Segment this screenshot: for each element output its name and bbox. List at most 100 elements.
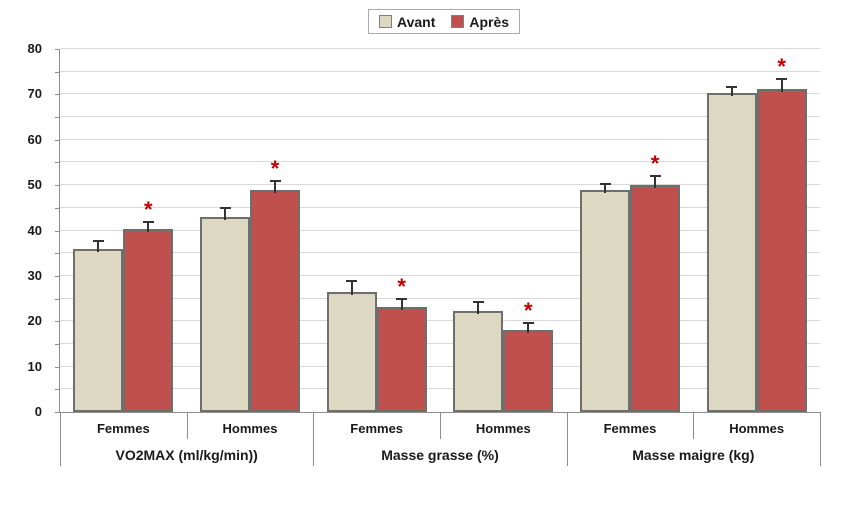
gridline: [60, 161, 820, 163]
significance-asterisk: *: [144, 196, 153, 222]
bar-apres-hommes: [503, 330, 554, 412]
avant-swatch-icon: [379, 15, 392, 28]
error-bar-cap: [346, 279, 358, 282]
bar-avant-hommes: [453, 311, 504, 412]
apres-swatch-icon: [451, 15, 465, 28]
error-bar-line: [147, 222, 150, 233]
category-label: Femmes: [603, 421, 657, 436]
y-axis-tick: [55, 71, 59, 73]
bar-apres-hommes: [250, 189, 300, 412]
error-bar-cap: [142, 220, 154, 223]
x-axis-line: [55, 412, 820, 413]
significance-asterisk: *: [270, 156, 280, 182]
y-axis-tick: [55, 94, 59, 96]
gridline: [60, 229, 820, 231]
y-axis-tick: [55, 298, 59, 300]
group-separator: [313, 412, 315, 466]
y-axis-tick-label: 70: [27, 86, 42, 102]
bar-avant-femmes: [580, 189, 630, 412]
significance-asterisk: *: [524, 297, 533, 323]
y-axis-tick-label: 80: [27, 41, 42, 56]
category-separator: [186, 412, 188, 439]
gridline: [60, 274, 820, 276]
gridline: [60, 320, 820, 322]
error-bar-cap: [219, 206, 231, 209]
group-separator: [60, 412, 61, 466]
y-axis-tick-label: 50: [27, 177, 42, 193]
error-bar-line: [654, 176, 656, 189]
y-axis-tick: [55, 185, 59, 187]
y-axis-tick: [55, 343, 59, 345]
bar-apres-femmes: [376, 306, 427, 412]
y-axis-tick-label: 10: [27, 358, 42, 374]
y-axis-tick: [55, 230, 59, 232]
category-label: Hommes: [222, 421, 278, 436]
error-bar-line: [400, 300, 403, 310]
significance-asterisk: *: [777, 53, 786, 79]
y-axis-tick: [55, 275, 59, 277]
group-separator: [820, 412, 821, 466]
error-bar-cap: [522, 321, 534, 324]
error-bar-cap: [396, 298, 408, 301]
y-axis-tick-label: 30: [27, 267, 42, 283]
plot-area: * * * * * *: [60, 48, 820, 412]
category-separator: [440, 412, 441, 439]
gridline: [60, 116, 820, 118]
y-axis-tick: [55, 207, 59, 209]
bar-apres-femmes: [123, 229, 174, 412]
error-bar-cap: [599, 183, 611, 186]
y-axis-tick: [55, 253, 59, 255]
y-axis-tick-label: 40: [27, 222, 42, 238]
gridline: [60, 388, 820, 390]
gridline: [60, 184, 820, 186]
gridline: [60, 206, 820, 208]
bar-avant-hommes: [200, 216, 250, 412]
significance-asterisk: *: [397, 274, 406, 300]
legend-label-apres: Après: [469, 13, 510, 30]
error-bar-cap: [92, 239, 104, 242]
legend-item-avant: Avant: [379, 14, 435, 30]
gridline: [60, 138, 820, 140]
y-axis-tick-label: 20: [27, 313, 42, 329]
y-axis-tick: [55, 139, 59, 141]
bar-avant-femmes: [73, 248, 124, 412]
category-label: Hommes: [729, 421, 785, 436]
gridline: [60, 297, 820, 299]
group-separator: [566, 412, 568, 466]
gridline: [60, 365, 820, 367]
y-axis-tick: [55, 117, 59, 119]
y-axis-tick: [55, 49, 59, 50]
category-label: Femmes: [96, 421, 150, 436]
group-label: VO2MAX (ml/kg/min)): [115, 447, 258, 463]
chart-legend: Avant Après: [368, 9, 521, 34]
bar-avant-hommes: [706, 93, 757, 412]
significance-asterisk: *: [650, 150, 660, 176]
y-axis-tick-label: 60: [27, 131, 42, 147]
error-bar-cap: [776, 77, 788, 80]
gridline: [60, 93, 820, 95]
y-axis-tick: [55, 389, 59, 391]
error-bar-cap: [269, 180, 281, 183]
y-axis-tick-label: 0: [34, 404, 42, 419]
error-bar-line: [274, 182, 276, 193]
bar-apres-femmes: [630, 185, 680, 412]
bar-avant-femmes: [326, 291, 377, 412]
y-axis-line: [59, 49, 60, 413]
gridline: [60, 48, 820, 49]
bar-apres-hommes: [756, 88, 807, 412]
category-label: Hommes: [475, 421, 531, 436]
category-separator: [693, 412, 695, 439]
y-axis-tick: [55, 162, 59, 164]
error-bar-line: [780, 79, 783, 92]
group-label: Masse grasse (%): [381, 447, 499, 463]
error-bar-cap: [472, 300, 484, 303]
gridline: [60, 252, 820, 254]
error-bar-line: [730, 87, 733, 97]
error-bar-line: [477, 302, 480, 315]
y-axis-tick: [55, 366, 59, 368]
gridline: [60, 70, 820, 72]
error-bar-cap: [726, 85, 738, 88]
error-bar-line: [604, 185, 606, 193]
legend-item-apres: Après: [451, 14, 509, 30]
